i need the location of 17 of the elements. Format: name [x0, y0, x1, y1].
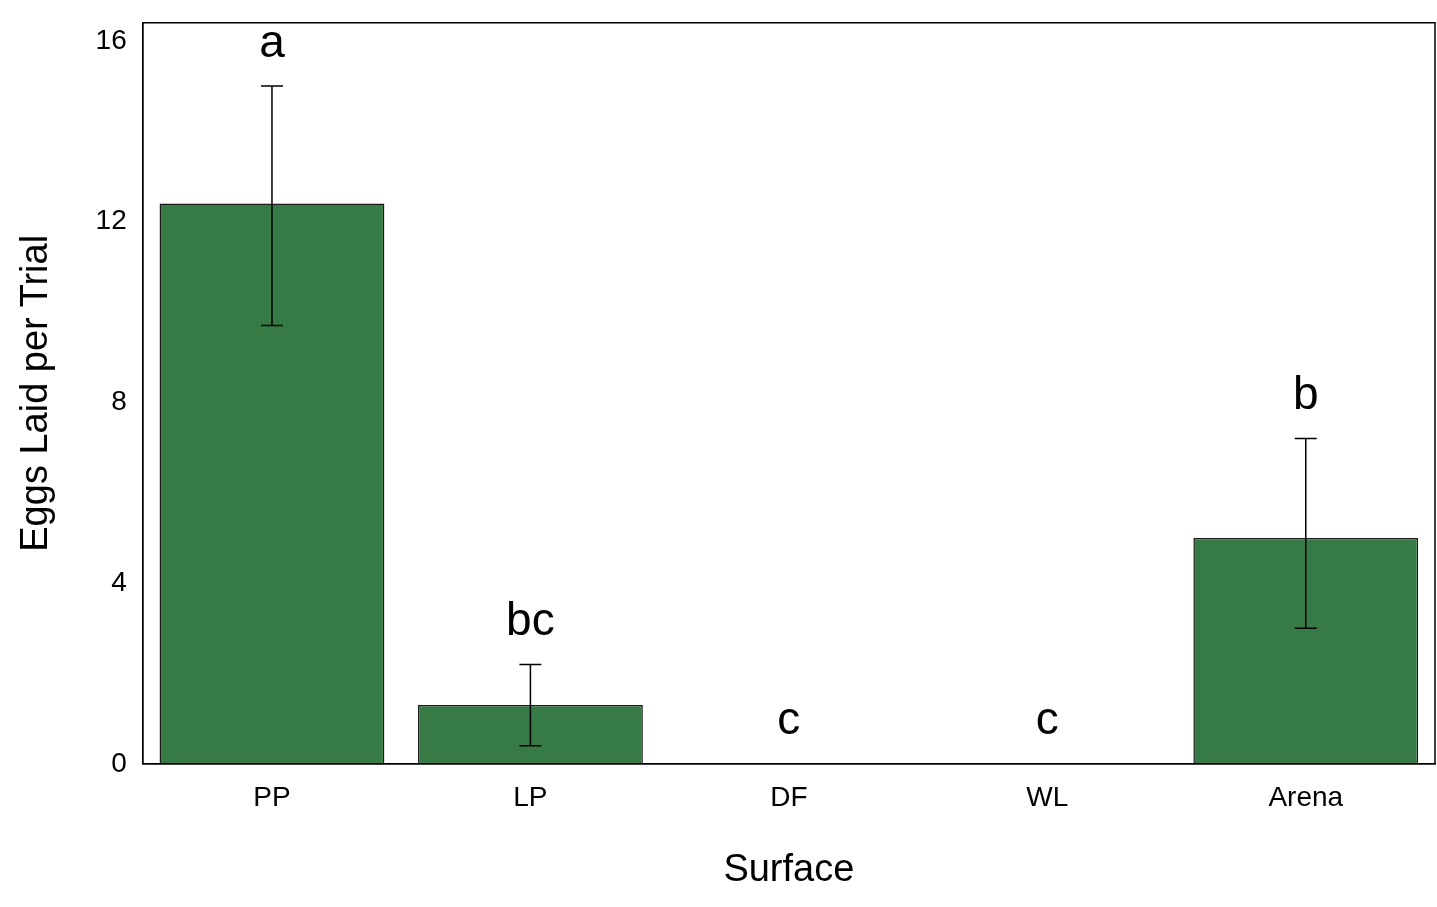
y-tick-label: 16	[95, 23, 127, 55]
annotation: bc	[506, 593, 555, 646]
x-tick-label: PP	[253, 781, 291, 813]
x-axis-title: Surface	[723, 846, 855, 889]
annotation: a	[259, 14, 286, 67]
y-tick-label: 12	[95, 204, 127, 236]
y-axis-title: Eggs Laid per Trial	[13, 234, 56, 552]
annotation: b	[1292, 367, 1319, 420]
x-tick-label: LP	[513, 781, 548, 813]
y-tick-label: 4	[111, 565, 127, 597]
x-tick-label: Arena	[1268, 781, 1344, 813]
annotation: c	[777, 692, 801, 745]
x-tick-label: DF	[770, 781, 808, 813]
y-tick-label: 8	[111, 385, 127, 417]
annotation: c	[1035, 692, 1059, 745]
y-tick-label: 0	[111, 746, 127, 778]
x-tick-label: WL	[1026, 781, 1069, 813]
